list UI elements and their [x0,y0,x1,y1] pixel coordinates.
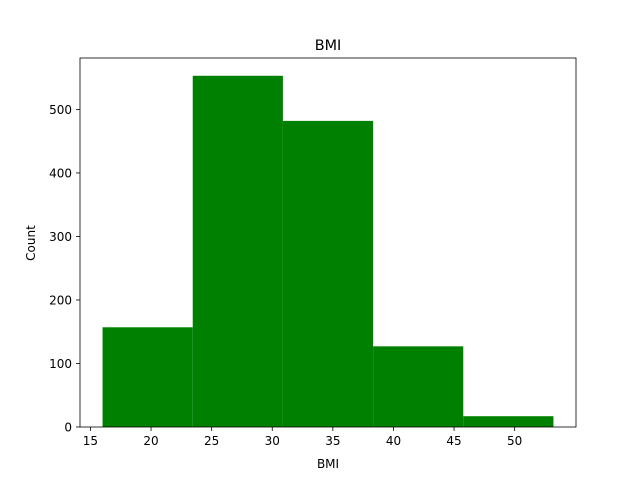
y-tick-label: 0 [64,421,72,435]
y-tick-label: 300 [49,230,72,244]
x-axis-ticks: 15 20 25 30 35 40 45 50 [83,427,522,448]
histogram-bar [102,327,193,427]
y-tick-label: 400 [49,166,72,180]
x-tick-label: 20 [143,434,158,448]
histogram-bar [373,346,464,427]
x-tick-label: 35 [325,434,340,448]
x-axis-label: BMI [317,457,339,471]
axes-frame [79,57,577,428]
x-tick-label: 15 [83,434,98,448]
y-axis-label: Count [24,225,38,261]
y-tick-label: 500 [49,103,72,117]
histogram-bar [192,75,283,427]
x-tick-label: 45 [446,434,461,448]
y-axis-ticks: 0 100 200 300 400 500 [49,103,80,435]
y-tick-label: 100 [49,357,72,371]
histogram-bar [282,120,374,428]
x-tick-label: 30 [265,434,280,448]
x-tick-label: 50 [507,434,522,448]
y-tick-label: 200 [49,293,72,307]
histogram-bars [102,75,554,428]
histogram-bar [463,416,554,427]
x-tick-label: 25 [204,434,219,448]
chart-title: BMI [315,38,342,54]
x-tick-label: 40 [386,434,401,448]
